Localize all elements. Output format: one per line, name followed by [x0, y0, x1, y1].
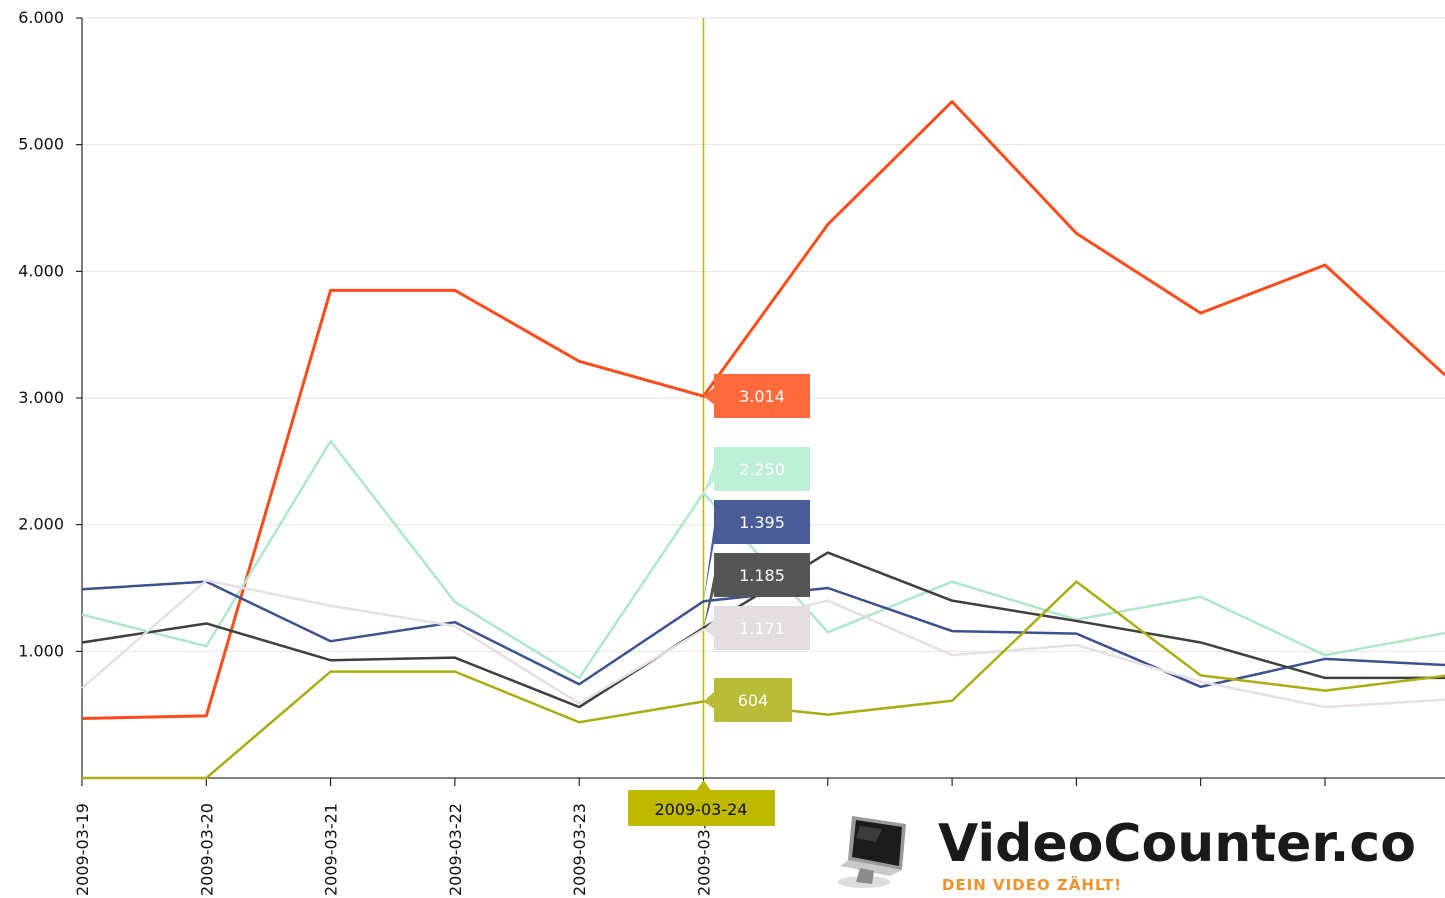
value-badge: 1.395 — [703, 500, 810, 602]
x-tick-label: 2009-03-22 — [446, 803, 465, 896]
badge-box — [714, 374, 810, 418]
logo-tagline: DEIN VIDEO ZÄHLT! — [942, 876, 1123, 894]
x-ticks: 2009-03-19 2009-03-20 2009-03-21 2009-03-22… — [73, 778, 1326, 896]
value-badge: 3.014 — [703, 374, 810, 418]
badge-pointer — [703, 512, 716, 602]
y-tick-label: 1.000 — [18, 641, 64, 660]
badge-label: 1.185 — [739, 566, 785, 585]
y-tick-label: 2.000 — [18, 515, 64, 534]
value-badge: 1.171 — [703, 606, 810, 650]
value-badge: 1.185 — [703, 553, 810, 628]
value-badges: 3.014 2.250 1.395 1.185 1.171 604 — [703, 374, 810, 722]
y-tick-label: 6.000 — [18, 8, 64, 27]
badge-pointer — [703, 618, 716, 638]
date-badge-box — [628, 790, 775, 826]
y-tick-label: 3.000 — [18, 388, 64, 407]
x-tick-label: 2009-03-23 — [570, 803, 589, 896]
y-tick-label: 4.000 — [18, 261, 64, 280]
badge-box — [714, 447, 810, 491]
badge-label: 3.014 — [739, 387, 785, 406]
x-tick-label: 2009-03-19 — [73, 803, 92, 896]
badge-label: 604 — [738, 691, 769, 710]
y-tick-label: 5.000 — [18, 135, 64, 154]
value-badge: 604 — [703, 678, 792, 722]
badge-label: 2.250 — [739, 460, 785, 479]
badge-box — [714, 678, 792, 722]
date-badge-pointer — [696, 780, 711, 790]
x-tick-label: 2009-03-21 — [322, 803, 341, 896]
badge-box — [714, 553, 810, 597]
badge-pointer — [703, 565, 716, 628]
monitor-icon — [838, 816, 906, 888]
badge-label: 1.171 — [739, 619, 785, 638]
x-tick-label: 2009-03-2 — [695, 813, 714, 896]
badge-label: 1.395 — [739, 513, 785, 532]
date-badge-label: 2009-03-24 — [655, 800, 748, 819]
date-badge: 2009-03-24 — [628, 780, 775, 826]
logo-name: VideoCounter.co — [938, 814, 1416, 874]
badge-pointer — [703, 459, 716, 493]
value-badge: 2.250 — [703, 447, 810, 493]
badge-pointer — [703, 690, 716, 710]
y-ticks: 1.000 2.000 3.000 4.000 5.000 6.000 — [18, 8, 82, 660]
series-lines — [81, 100, 1445, 780]
badge-pointer — [703, 386, 716, 406]
logo: VideoCounter.co DEIN VIDEO ZÄHLT! — [830, 804, 1445, 898]
x-tick-label: 2009-03-20 — [197, 803, 216, 896]
series-line — [81, 100, 1445, 720]
badge-box — [714, 500, 810, 544]
badge-box — [714, 606, 810, 650]
